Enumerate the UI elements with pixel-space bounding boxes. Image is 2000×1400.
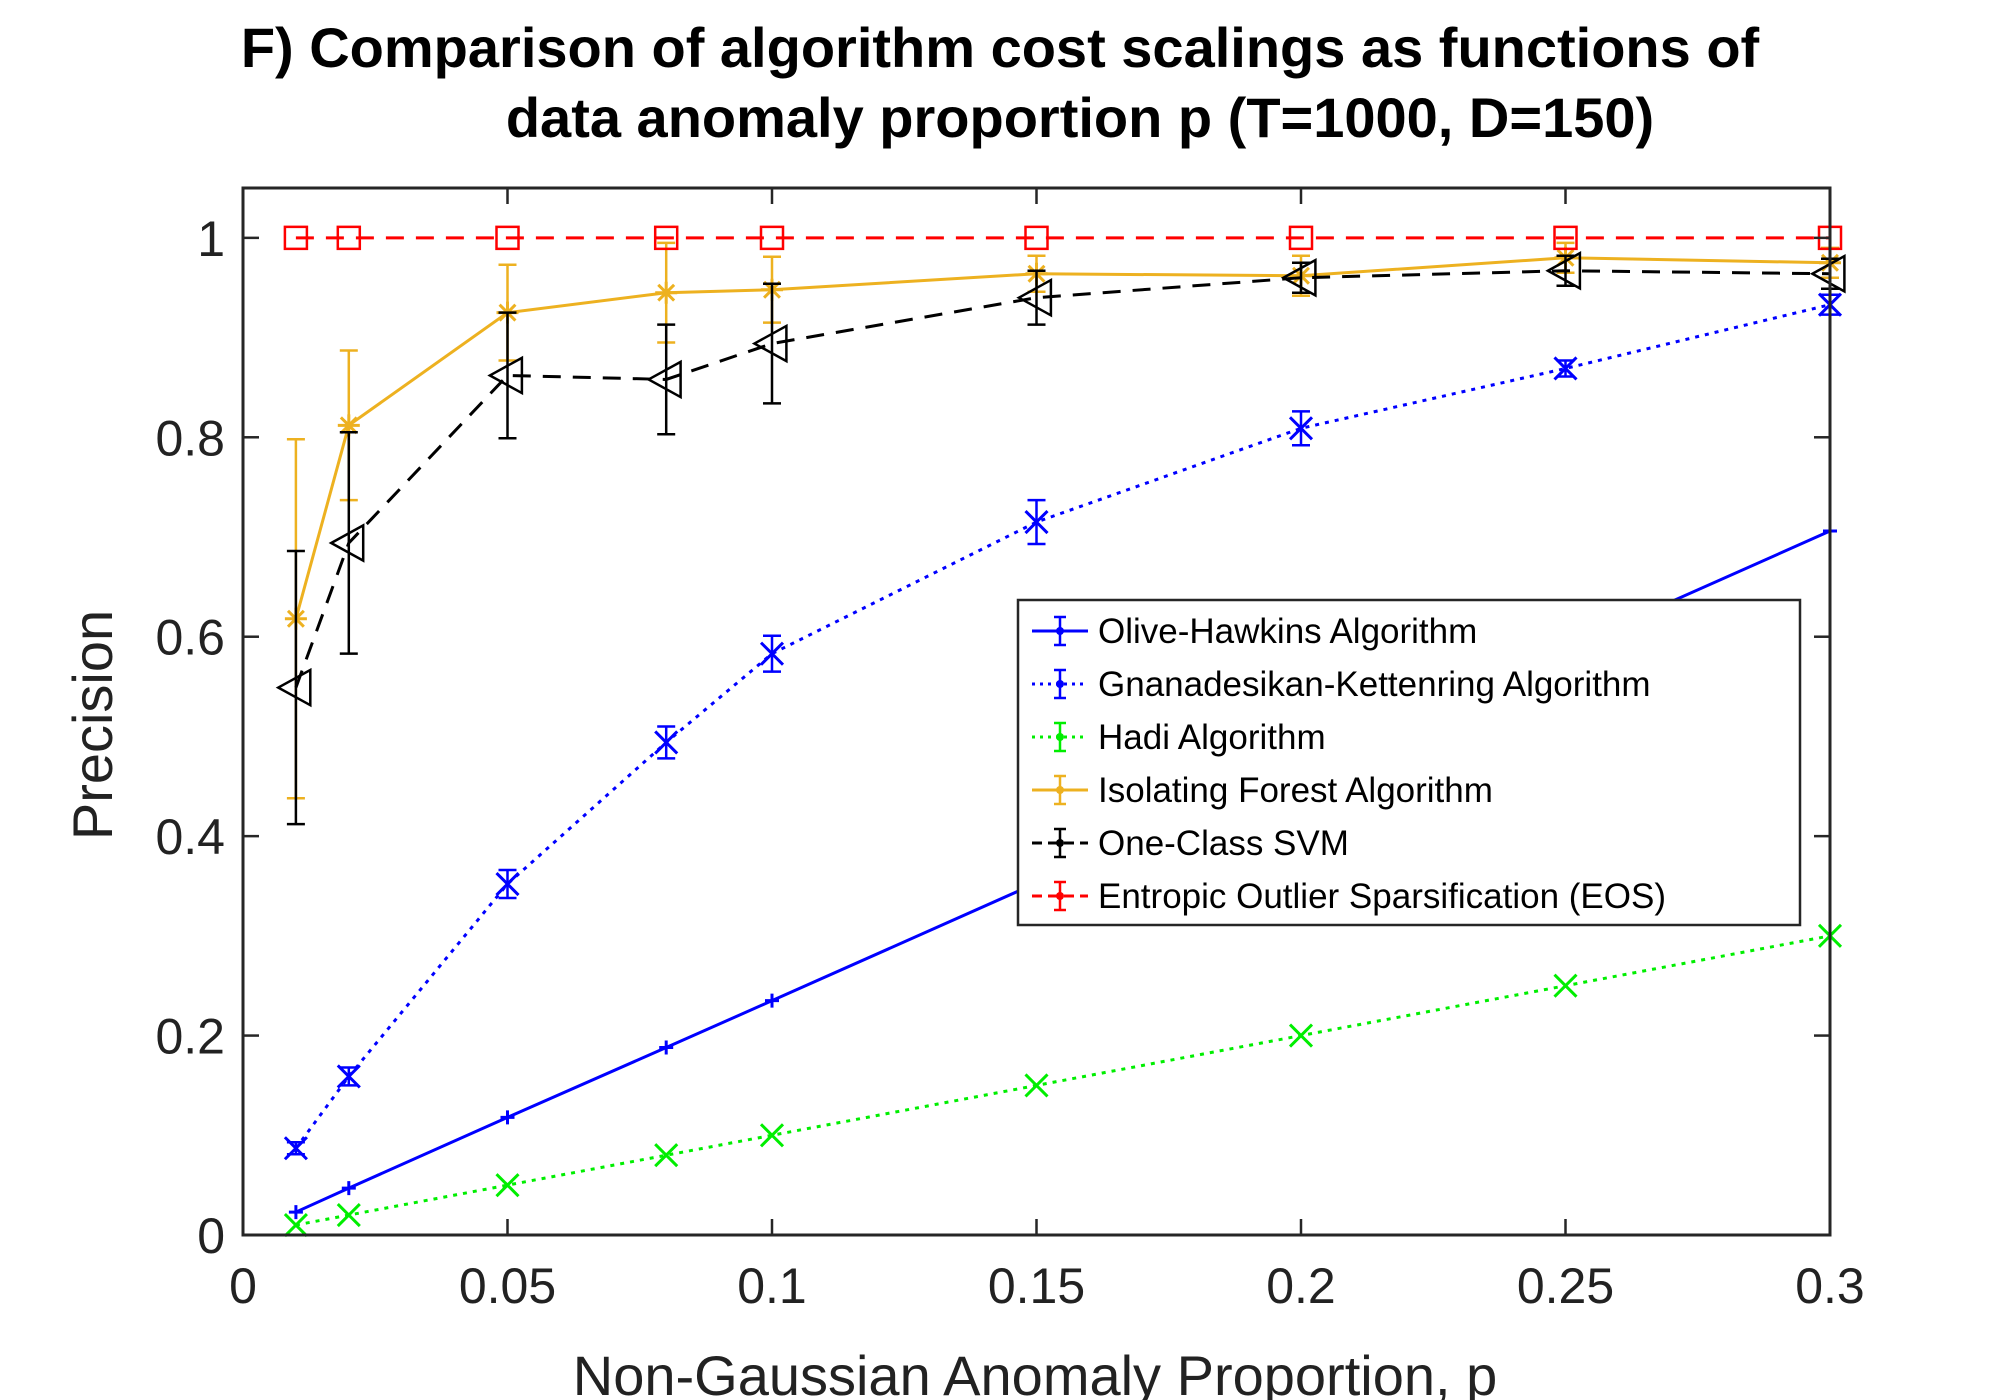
legend: Olive-Hawkins Algorithm Gnanadesikan-Kett… xyxy=(1016,598,1802,927)
data-point xyxy=(1545,251,1582,291)
data-point xyxy=(759,641,785,666)
data-point xyxy=(336,1202,361,1228)
legend-entry: Isolating Forest Algorithm xyxy=(1032,771,1493,810)
data-point xyxy=(283,225,309,251)
legend-marker xyxy=(1056,680,1064,688)
error-bar xyxy=(1027,269,1046,326)
data-point xyxy=(1553,225,1578,251)
legend-label: Isolating Forest Algorithm xyxy=(1098,771,1493,810)
y-tick-label: 0.2 xyxy=(155,1009,225,1065)
data-point xyxy=(654,1143,679,1168)
x-tick-label: 0.3 xyxy=(1795,1258,1865,1314)
data-point xyxy=(500,1110,515,1125)
data-point xyxy=(653,225,679,251)
x-tick-label: 0.05 xyxy=(459,1258,556,1314)
data-point xyxy=(659,1040,674,1055)
data-point xyxy=(1288,225,1314,251)
y-tick-label: 0.8 xyxy=(155,410,225,466)
y-tick-label: 0.6 xyxy=(155,610,225,666)
data-point xyxy=(337,414,360,437)
data-point xyxy=(1809,254,1846,294)
x-tick-label: 0.2 xyxy=(1266,1258,1336,1314)
legend-box xyxy=(1016,598,1802,927)
data-point xyxy=(751,323,788,364)
x-tick-label: 0.1 xyxy=(737,1258,807,1314)
data-point xyxy=(765,993,779,1008)
legend-marker xyxy=(1056,786,1064,794)
data-point xyxy=(283,1212,308,1238)
legend-marker xyxy=(1056,627,1064,635)
data-point xyxy=(654,730,679,755)
legend-marker xyxy=(1056,839,1064,847)
data-point xyxy=(336,225,362,251)
legend-entry: Hadi Algorithm xyxy=(1032,718,1326,757)
data-point xyxy=(495,225,520,251)
legend-label: Gnanadesikan-Kettenring Algorithm xyxy=(1098,665,1651,704)
series-line xyxy=(295,934,1831,1227)
legend-label: One-Class SVM xyxy=(1098,824,1349,863)
data-point xyxy=(328,523,365,563)
series-5 xyxy=(275,251,1846,826)
legend-entry: Olive-Hawkins Algorithm xyxy=(1032,612,1477,651)
data-point xyxy=(1280,258,1317,298)
y-tick-label: 0 xyxy=(197,1208,225,1264)
data-point xyxy=(1024,1073,1049,1098)
data-point xyxy=(288,1205,303,1220)
data-point xyxy=(1553,973,1578,998)
legend-marker xyxy=(1056,733,1064,741)
y-tick-label: 1 xyxy=(197,211,225,267)
data-point xyxy=(1024,509,1049,535)
data-point xyxy=(655,281,678,304)
series-line xyxy=(294,269,1831,689)
legend-marker xyxy=(1056,892,1064,900)
error-bar xyxy=(657,323,676,436)
x-axis-label: Non-Gaussian Anomaly Proportion, p xyxy=(573,1344,1498,1400)
legend-label: Olive-Hawkins Algorithm xyxy=(1098,612,1477,651)
series-line xyxy=(294,303,1831,1150)
y-axis-label: Precision xyxy=(61,610,124,840)
chart-title-line1: F) Comparison of algorithm cost scalings… xyxy=(241,16,1760,79)
error-bar xyxy=(339,431,358,655)
data-point xyxy=(759,1123,785,1148)
data-point xyxy=(1288,416,1314,441)
data-point xyxy=(487,355,524,396)
data-point xyxy=(495,871,520,897)
y-tick-label: 0.4 xyxy=(155,809,225,865)
axes: 0 0.05 0.1 0.15 0.2 0.25 0.3 0 0.2 0.4 0.6 0.8 1 xyxy=(155,186,1865,1314)
data-point xyxy=(1553,356,1578,381)
data-point xyxy=(759,225,785,251)
legend-entry: Gnanadesikan-Kettenring Algorithm xyxy=(1032,665,1651,704)
error-bar xyxy=(286,549,305,826)
series-2 xyxy=(283,292,1843,1161)
legend-label: Entropic Outlier Sparsification (EOS) xyxy=(1098,877,1666,916)
data-point xyxy=(283,1136,308,1161)
error-bar xyxy=(498,311,517,440)
legend-entry: Entropic Outlier Sparsification (EOS) xyxy=(1032,877,1666,916)
data-point xyxy=(1024,225,1049,251)
data-point xyxy=(336,1064,361,1089)
x-tick-label: 0.15 xyxy=(988,1258,1085,1314)
x-tick-label: 0.25 xyxy=(1517,1258,1614,1314)
chart-title-line2: data anomaly proportion p (T=1000, D=150… xyxy=(506,86,1654,149)
legend-entry: One-Class SVM xyxy=(1032,824,1349,863)
error-bar xyxy=(763,282,781,405)
data-point xyxy=(1016,277,1053,318)
data-point xyxy=(275,667,312,708)
x-tick-label: 0 xyxy=(229,1258,257,1314)
data-point xyxy=(1288,1023,1314,1048)
data-point xyxy=(646,359,682,400)
data-point xyxy=(495,1173,520,1198)
legend-label: Hadi Algorithm xyxy=(1098,718,1326,757)
data-point xyxy=(341,1181,356,1196)
